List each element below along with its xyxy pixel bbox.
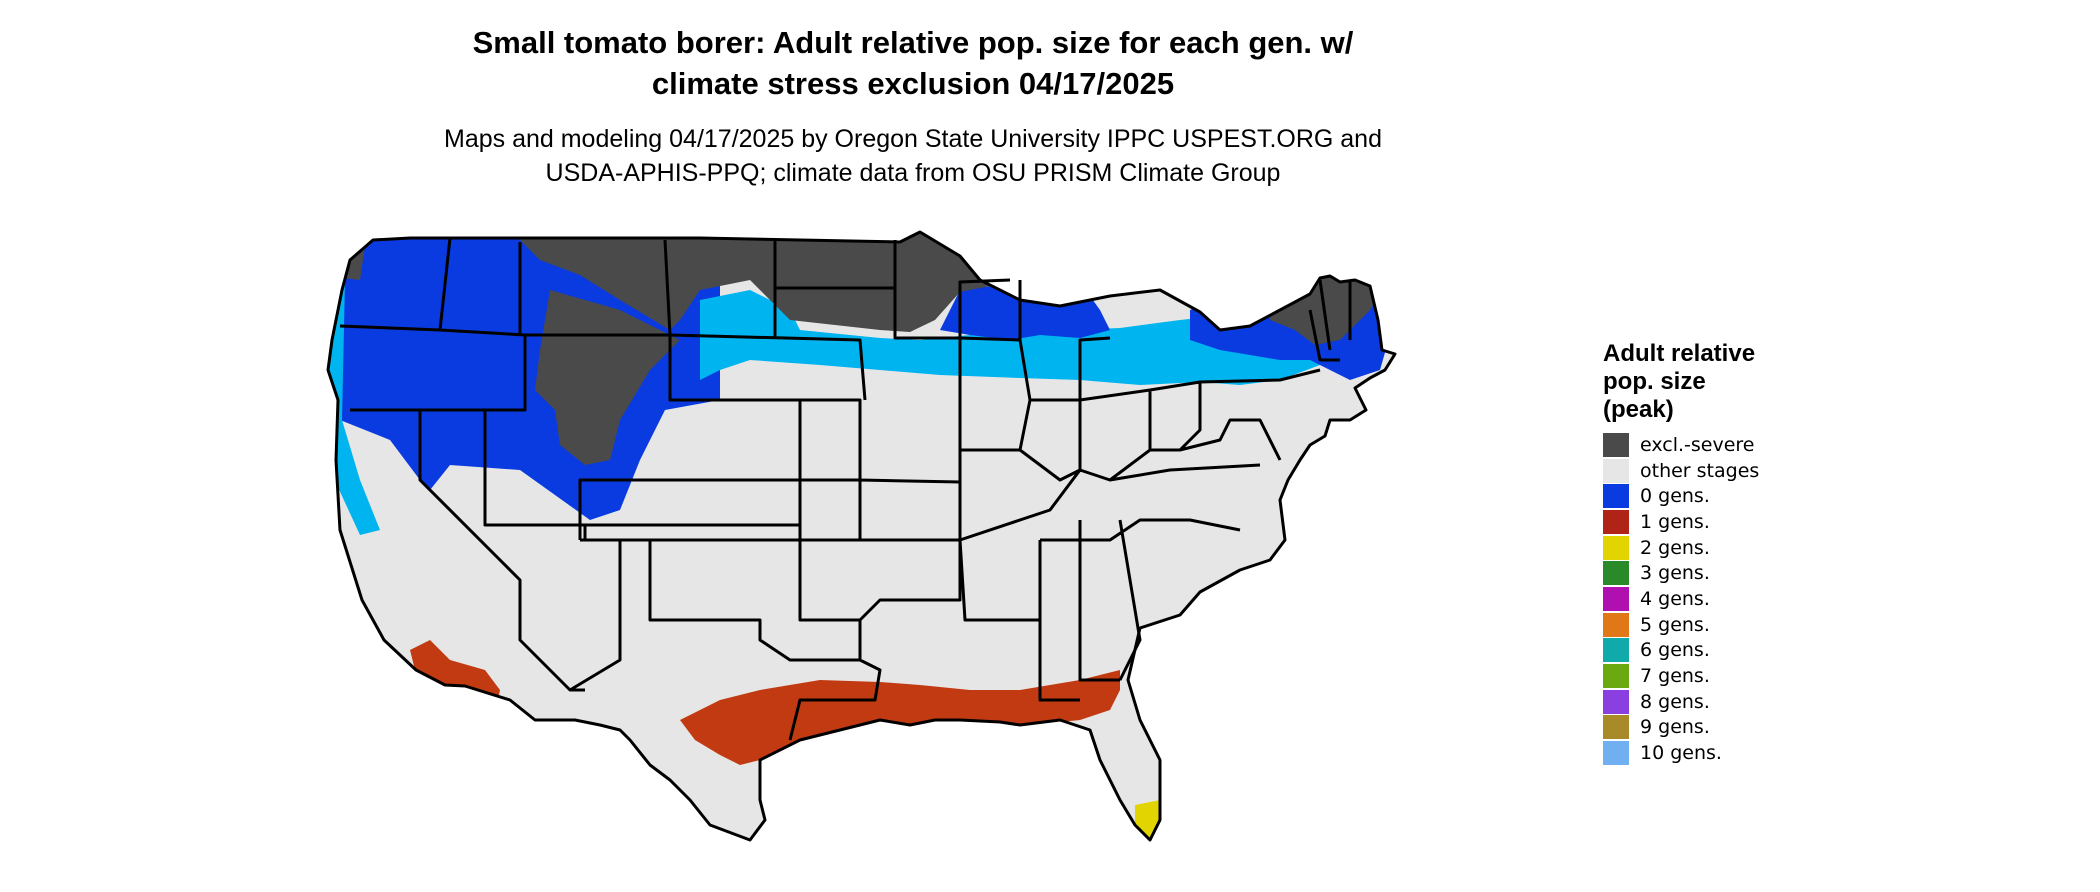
legend-label: 2 gens. [1640, 536, 1710, 559]
legend-swatch [1603, 432, 1629, 457]
us-map-svg [326, 230, 1397, 842]
legend-label: excl.-severe [1640, 433, 1755, 456]
legend-swatch [1603, 689, 1629, 714]
legend-swatch [1603, 638, 1629, 663]
title-line-2: climate stress exclusion 04/17/2025 [651, 66, 1175, 101]
us-map [320, 220, 1580, 890]
region-excluded-north [500, 232, 1020, 332]
legend-item: 3 gens. [1603, 560, 1823, 586]
legend-title: Adult relative pop. size (peak) [1603, 340, 1823, 424]
legend-swatch [1603, 509, 1629, 534]
legend-label: 5 gens. [1640, 613, 1710, 636]
legend-label: 8 gens. [1640, 690, 1710, 713]
title-line-1: Small tomato borer: Adult relative pop. … [472, 25, 1354, 60]
legend-item: excl.-severe [1603, 432, 1823, 458]
legend-item: 10 gens. [1603, 740, 1823, 766]
legend-swatch [1603, 458, 1629, 483]
legend-items: excl.-severe other stages 0 gens. 1 gens. 2 … [1603, 432, 1823, 766]
legend-item: 7 gens. [1603, 663, 1823, 689]
legend-title-line-1: Adult relative [1603, 340, 1756, 367]
legend-label: 6 gens. [1640, 639, 1710, 662]
legend-item: 8 gens. [1603, 689, 1823, 715]
legend-swatch [1603, 561, 1629, 586]
legend-swatch [1603, 535, 1629, 560]
legend-item: 4 gens. [1603, 586, 1823, 612]
legend-label: 4 gens. [1640, 587, 1710, 610]
legend-swatch [1603, 612, 1629, 637]
legend-title-line-3: (peak) [1603, 396, 1674, 423]
legend-swatch [1603, 741, 1629, 766]
legend-swatch [1603, 586, 1629, 611]
region-gen1-gulf [680, 670, 1120, 765]
legend-label: 3 gens. [1640, 562, 1710, 585]
map-subtitle: Maps and modeling 04/17/2025 by Oregon S… [0, 122, 1826, 190]
subtitle-line-1: Maps and modeling 04/17/2025 by Oregon S… [444, 125, 1382, 153]
legend-swatch [1603, 664, 1629, 689]
legend-title-line-2: pop. size [1603, 368, 1706, 395]
legend: Adult relative pop. size (peak) excl.-se… [1603, 340, 1823, 766]
legend-swatch [1603, 715, 1629, 740]
legend-item: other stages [1603, 458, 1823, 484]
legend-item: 5 gens. [1603, 612, 1823, 638]
border-lines [339, 237, 1352, 741]
legend-label: other stages [1640, 459, 1760, 482]
legend-label: 9 gens. [1640, 716, 1710, 739]
legend-swatch [1603, 484, 1629, 509]
legend-label: 0 gens. [1640, 485, 1710, 508]
legend-item: 1 gens. [1603, 509, 1823, 535]
legend-label: 1 gens. [1640, 510, 1710, 533]
legend-item: 6 gens. [1603, 638, 1823, 664]
state-borders [326, 230, 1397, 842]
legend-label: 7 gens. [1640, 665, 1710, 688]
legend-item: 0 gens. [1603, 483, 1823, 509]
legend-item: 2 gens. [1603, 535, 1823, 561]
subtitle-line-2: USDA-APHIS-PPQ; climate data from OSU PR… [545, 159, 1281, 187]
legend-item: 9 gens. [1603, 715, 1823, 741]
legend-label: 10 gens. [1640, 742, 1722, 765]
map-title: Small tomato borer: Adult relative pop. … [0, 22, 1826, 104]
